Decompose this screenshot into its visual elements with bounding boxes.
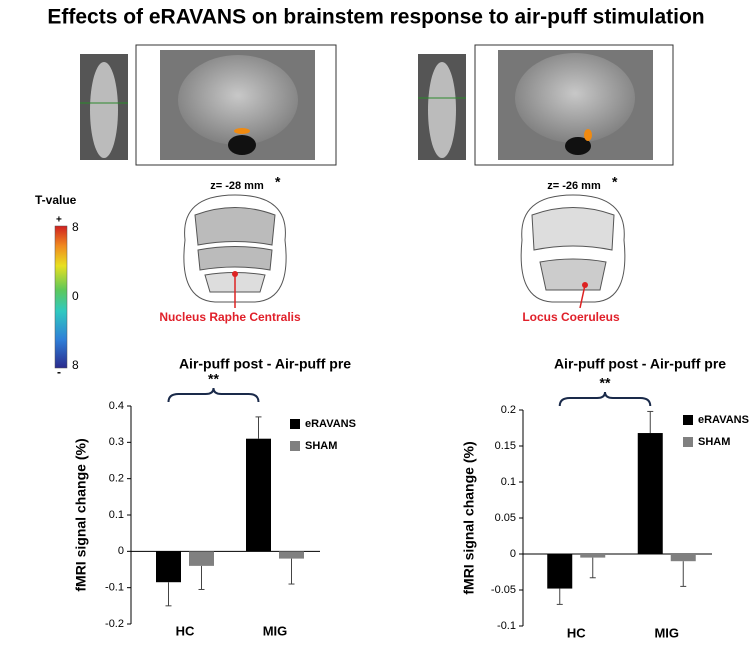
- legend-swatch: [290, 441, 300, 451]
- y-tick-label: -0.1: [497, 620, 516, 632]
- y-tick-label: 0.2: [501, 404, 516, 416]
- y-tick-label: 0.4: [109, 400, 124, 412]
- significance-brace: [167, 387, 260, 403]
- colorbar-plus: +: [56, 215, 62, 226]
- brain-images-right: [418, 44, 674, 166]
- legend-label: eRAVANS: [305, 418, 356, 430]
- bar: [246, 438, 271, 552]
- significance-annotation: **: [600, 375, 611, 391]
- y-axis-label: fMRI signal change (%): [461, 441, 477, 594]
- y-tick-label: 0: [510, 548, 516, 560]
- colorbar: [54, 225, 68, 369]
- y-tick-label: 0.1: [501, 476, 516, 488]
- bar: [189, 551, 214, 566]
- bar: [279, 551, 304, 559]
- y-tick-label: 0.2: [109, 473, 124, 485]
- x-tick-label: HC: [176, 623, 195, 638]
- legend-swatch: [683, 415, 693, 425]
- y-tick-label: -0.1: [105, 582, 124, 594]
- chart-title: Air-puff post - Air-puff pre: [179, 356, 351, 372]
- figure-title: Effects of eRAVANS on brainstem response…: [47, 6, 704, 29]
- chart-title: Air-puff post - Air-puff pre: [554, 356, 726, 372]
- significance-annotation: **: [208, 371, 219, 387]
- legend-label: SHAM: [698, 436, 730, 448]
- colorbar-minus: -: [57, 365, 61, 379]
- x-tick-label: HC: [567, 625, 586, 640]
- legend-swatch: [683, 437, 693, 447]
- region-label: Locus Coeruleus: [522, 310, 620, 324]
- legend-label: SHAM: [305, 440, 337, 452]
- y-tick-label: -0.05: [491, 584, 516, 596]
- colorbar-tick: 0: [72, 289, 79, 303]
- region-label: Nucleus Raphe Centralis: [159, 310, 301, 324]
- schematic-right: [520, 194, 626, 309]
- bar: [156, 551, 181, 583]
- x-tick-label: MIG: [654, 625, 679, 640]
- y-tick-label: -0.2: [105, 618, 124, 630]
- colorbar-tick: 8: [72, 220, 79, 234]
- y-tick-label: 0: [118, 545, 124, 557]
- significance-marker: *: [275, 174, 281, 190]
- colorbar-tick: 8: [72, 358, 79, 372]
- legend-swatch: [290, 419, 300, 429]
- bar: [637, 433, 663, 554]
- x-tick-label: MIG: [263, 623, 288, 638]
- slice-label: z= -28 mm: [210, 180, 264, 192]
- schematic-left: [183, 194, 287, 308]
- bar: [580, 554, 606, 558]
- y-tick-label: 0.3: [109, 436, 124, 448]
- brain-images-left: [80, 44, 337, 166]
- y-tick-label: 0.05: [495, 512, 516, 524]
- colorbar-label: T-value: [35, 193, 77, 207]
- bar: [670, 554, 696, 562]
- y-tick-label: 0.1: [109, 509, 124, 521]
- significance-brace: [558, 391, 652, 407]
- y-axis-label: fMRI signal change (%): [73, 438, 89, 591]
- bar: [547, 554, 573, 589]
- y-tick-label: 0.15: [495, 440, 516, 452]
- slice-label: z= -26 mm: [547, 180, 601, 192]
- significance-marker: *: [612, 174, 618, 190]
- legend-label: eRAVANS: [698, 414, 749, 426]
